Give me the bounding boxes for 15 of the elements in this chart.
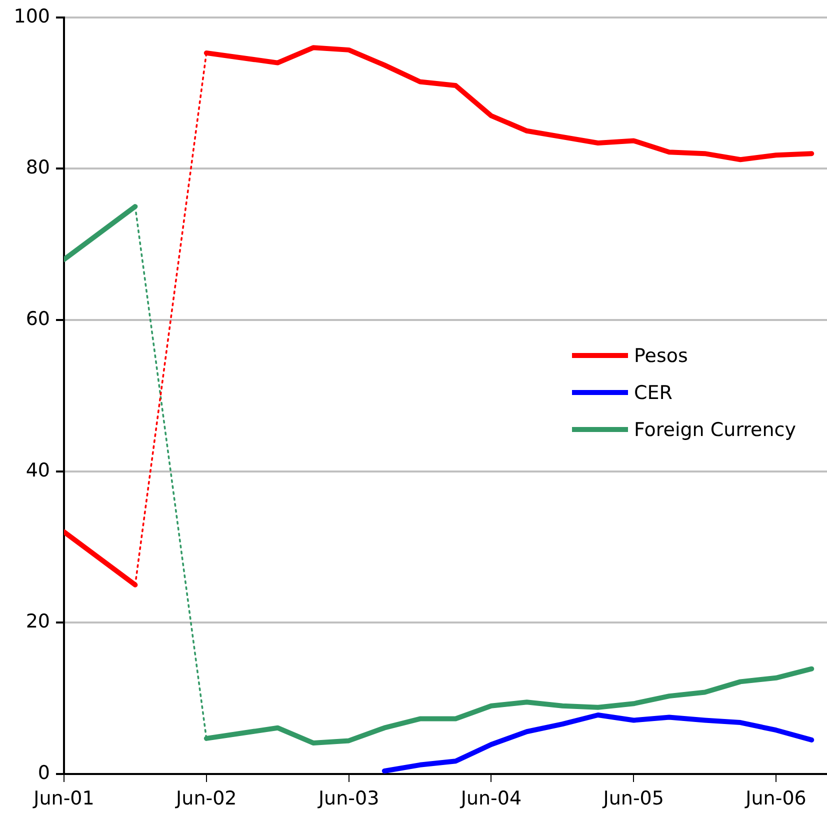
x-tick-label: Jun-02 — [175, 787, 237, 810]
x-tick-label: Jun-04 — [460, 787, 522, 810]
y-tick-label: 60 — [26, 308, 50, 330]
legend-label: CER — [634, 382, 672, 404]
legend-label: Pesos — [634, 344, 688, 366]
x-tick-label: Jun-06 — [744, 787, 806, 810]
y-tick-label: 100 — [14, 5, 50, 28]
y-tick-label: 20 — [26, 610, 50, 633]
y-tick-label: 80 — [26, 156, 50, 179]
y-tick-label: 0 — [38, 762, 50, 784]
x-tick-label: Jun-03 — [317, 787, 380, 810]
legend-label: Foreign Currency — [634, 418, 796, 440]
x-tick-label: Jun-01 — [32, 787, 94, 810]
x-tick-label: Jun-05 — [602, 787, 664, 810]
y-tick-label: 40 — [26, 459, 50, 482]
